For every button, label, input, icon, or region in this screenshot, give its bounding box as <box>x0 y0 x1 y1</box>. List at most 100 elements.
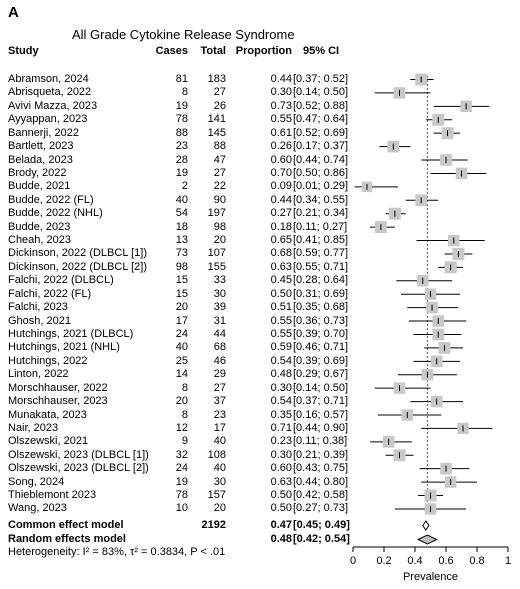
study-name: Nair, 2023 <box>8 421 59 434</box>
study-total: 108 <box>207 448 226 461</box>
study-proportion: 0.54 <box>270 395 292 408</box>
study-cases: 54 <box>175 207 188 220</box>
study-proportion: 0.50 <box>270 287 292 300</box>
study-total: 37 <box>213 395 226 408</box>
study-ci: [0.39; 0.69] <box>293 354 349 367</box>
study-total: 107 <box>207 247 226 260</box>
x-axis-label: Prevalence <box>403 571 458 583</box>
study-proportion: 0.55 <box>270 113 292 126</box>
study-ci: [0.31; 0.69] <box>293 287 349 300</box>
study-total: 23 <box>213 408 226 421</box>
study-cases: 40 <box>175 193 188 206</box>
header-proportion: Proportion <box>235 45 292 57</box>
summary-label: Common effect model <box>8 519 124 531</box>
study-cases: 78 <box>175 113 188 126</box>
study-proportion: 0.23 <box>270 435 292 448</box>
study-name: Thieblemont 2023 <box>8 489 97 502</box>
study-ci: [0.42; 0.58] <box>293 489 349 502</box>
study-total: 39 <box>213 301 226 314</box>
study-name: Hutchings, 2021 (NHL) <box>8 341 120 354</box>
study-total: 47 <box>213 153 226 166</box>
x-tick-label: 0.2 <box>376 555 391 567</box>
study-name: Hutchings, 2021 (DLBCL) <box>8 327 134 340</box>
study-name: Falchi, 2022 (FL) <box>8 287 92 300</box>
study-cases: 78 <box>175 489 188 502</box>
study-ci: [0.44; 0.74] <box>293 153 349 166</box>
study-proportion: 0.71 <box>270 421 292 434</box>
panel-label: A <box>8 4 19 21</box>
study-name: Song, 2024 <box>8 475 65 488</box>
study-name: Budde, 2022 (FL) <box>8 193 94 206</box>
study-ci: [0.11; 0.38] <box>293 435 348 448</box>
study-name: Budde, 2022 (NHL) <box>8 207 103 220</box>
header-cases: Cases <box>155 45 188 57</box>
study-ci: [0.21; 0.34] <box>293 207 349 220</box>
study-proportion: 0.55 <box>270 314 292 327</box>
header-study: Study <box>8 45 39 57</box>
study-ci: [0.27; 0.73] <box>293 502 349 515</box>
study-total: 33 <box>213 274 226 287</box>
study-proportion: 0.55 <box>270 327 292 340</box>
study-ci: [0.41; 0.85] <box>293 234 349 247</box>
study-total: 17 <box>213 421 226 434</box>
summary-proportion: 0.48 <box>270 533 292 545</box>
study-total: 44 <box>213 327 226 340</box>
study-total: 145 <box>207 126 226 139</box>
study-proportion: 0.30 <box>270 86 292 99</box>
study-ci: [0.39; 0.70] <box>293 327 349 340</box>
study-proportion: 0.44 <box>270 193 292 206</box>
study-ci: [0.52; 0.88] <box>293 99 349 112</box>
study-total: 40 <box>213 435 226 448</box>
study-total: 68 <box>213 341 226 354</box>
study-ci: [0.21; 0.39] <box>293 448 349 461</box>
study-total: 98 <box>213 220 226 233</box>
study-ci: [0.34; 0.55] <box>293 193 349 206</box>
study-proportion: 0.44 <box>270 73 292 85</box>
study-total: 40 <box>213 462 226 475</box>
study-cases: 13 <box>175 234 188 247</box>
header-95ci: 95% CI <box>303 45 340 57</box>
study-name: Ghosh, 2021 <box>8 314 71 327</box>
study-name: Belada, 2023 <box>8 153 73 166</box>
study-proportion: 0.54 <box>270 354 292 367</box>
summary-diamond <box>416 534 438 545</box>
x-tick-label: 0.4 <box>407 555 422 567</box>
summary-ci: [0.45; 0.49] <box>293 519 350 531</box>
study-ci: [0.28; 0.64] <box>293 274 349 287</box>
study-proportion: 0.50 <box>270 502 292 515</box>
study-cases: 23 <box>175 140 188 153</box>
x-tick-label: 0.6 <box>438 555 453 567</box>
study-total: 27 <box>213 381 226 394</box>
study-cases: 18 <box>175 220 188 233</box>
study-name: Bartlett, 2023 <box>8 140 74 153</box>
study-total: 27 <box>213 86 226 99</box>
summary-diamond <box>422 520 430 531</box>
study-name: Dickinson, 2022 (DLBCL [2]) <box>8 260 147 273</box>
study-name: Olszewski, 2021 <box>8 435 89 448</box>
study-proportion: 0.68 <box>270 247 292 260</box>
summary-ci: [0.42; 0.54] <box>293 533 350 545</box>
study-name: Avivi Mazza, 2023 <box>8 99 98 112</box>
study-ci: [0.44; 0.80] <box>293 475 349 488</box>
study-name: Hutchings, 2022 <box>8 354 88 367</box>
study-ci: [0.46; 0.71] <box>293 341 349 354</box>
study-name: Ayyappan, 2023 <box>8 113 88 126</box>
study-ci: [0.43; 0.75] <box>293 462 349 475</box>
study-proportion: 0.61 <box>270 126 292 139</box>
study-cases: 73 <box>175 247 188 260</box>
study-total: 20 <box>213 502 226 515</box>
study-cases: 8 <box>181 408 188 421</box>
study-name: Falchi, 2022 (DLBCL) <box>8 274 114 287</box>
study-proportion: 0.59 <box>270 341 292 354</box>
study-name: Morschhauser, 2023 <box>8 395 108 408</box>
study-cases: 32 <box>175 448 188 461</box>
study-total: 27 <box>213 166 226 179</box>
study-cases: 19 <box>175 99 188 112</box>
study-ci: [0.37; 0.71] <box>293 395 349 408</box>
header-total: Total <box>200 45 226 57</box>
study-name: Olszewski, 2023 (DLBCL [1]) <box>8 448 149 461</box>
study-name: Brody, 2022 <box>8 166 67 179</box>
study-name: Linton, 2022 <box>8 368 69 381</box>
